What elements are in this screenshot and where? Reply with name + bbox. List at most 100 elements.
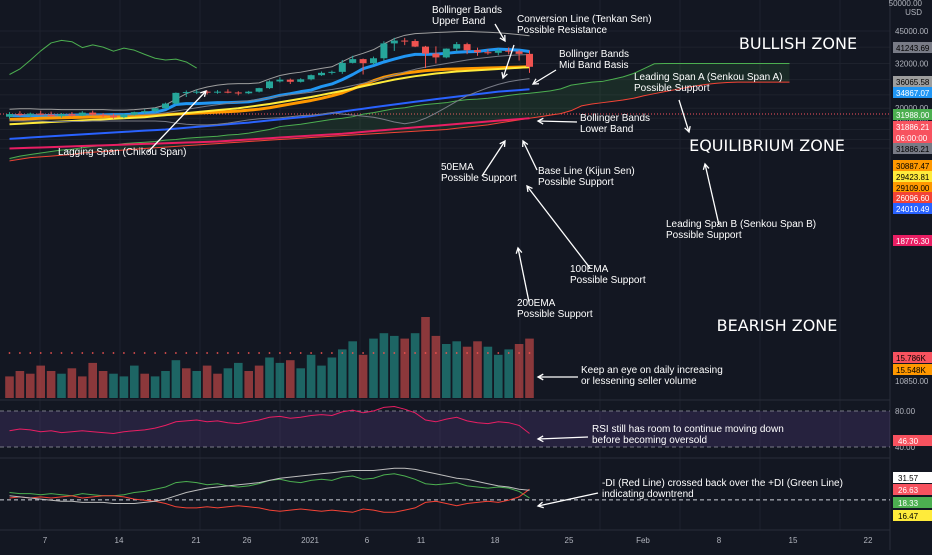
volume-bar <box>109 373 118 398</box>
volume-badge-text: 15.786K <box>896 354 926 363</box>
volume-bar <box>254 365 264 398</box>
volume-ma-dot <box>60 352 63 354</box>
volume-bar <box>514 344 524 398</box>
annotation-arrowhead <box>501 71 508 80</box>
annotation-arrowhead <box>522 139 529 148</box>
series-base-line-kijun-sen- <box>9 65 530 121</box>
volume-bar <box>452 341 461 398</box>
price-badge-text: 30887.47 <box>896 162 930 171</box>
cloud-fill <box>9 63 790 161</box>
series-bollinger-bands-mid-band-basis <box>9 54 530 116</box>
price-badge-text: 29109.00 <box>896 184 930 193</box>
volume-ma-dot <box>497 352 500 354</box>
volume-bar <box>130 365 139 398</box>
annotation-bb-mid: Mid Band Basis <box>559 60 628 71</box>
annotation-span-a: Leading Span A (Senkou Span A) <box>634 72 782 83</box>
price-badge <box>893 203 932 214</box>
candle-body <box>494 50 502 53</box>
price-labels: 41243.69 36065.58 34867.07 31988.00 31886.21… <box>893 42 932 521</box>
volume-bar <box>327 357 337 398</box>
series-lagging-span-chikou-span- <box>9 39 197 75</box>
volume-bar <box>494 354 503 398</box>
time-axis[interactable]: 7 14 21 26 2021 6 11 18 25 Feb 8 15 22 <box>43 536 873 545</box>
rsi-badge <box>893 435 932 446</box>
volume-bar <box>421 317 430 398</box>
candle-body <box>515 51 523 54</box>
volume-bar <box>317 365 326 398</box>
volume-ma-dot <box>8 352 11 354</box>
annotation-arrowhead <box>536 117 544 125</box>
volume-ma-dot <box>507 352 510 354</box>
candle-body <box>255 88 263 92</box>
volume-bar <box>275 362 285 398</box>
volume-bar <box>483 346 493 398</box>
annotation-arrow <box>704 163 720 226</box>
candle-body <box>245 91 253 94</box>
candle-body <box>463 44 471 51</box>
volume-ma-dot <box>435 352 437 354</box>
time-tick: 8 <box>717 536 722 545</box>
volume-ma-dot <box>424 352 427 354</box>
candle-body <box>453 44 461 49</box>
candle-body <box>68 114 76 116</box>
candle-body <box>89 112 97 115</box>
annotation-rsi: RSI still has room to continue moving do… <box>592 424 784 435</box>
volume-ma-dot <box>175 352 177 354</box>
candlesticks[interactable] <box>6 37 533 119</box>
time-tick: Feb <box>636 536 650 545</box>
annotation-span-a: Possible Support <box>634 83 710 94</box>
volume-bar <box>400 338 409 398</box>
annotation-ema200: 200EMA <box>517 298 556 309</box>
candle-body <box>58 114 65 117</box>
volume-ma-dot <box>466 352 468 354</box>
volume-ma-dot <box>258 352 260 354</box>
volume-ma-dot <box>247 352 250 354</box>
volume-bar <box>473 341 482 398</box>
volume-bar <box>348 341 357 398</box>
volume-ma-dot <box>50 352 52 354</box>
volume-bar <box>234 362 243 398</box>
volume-bar <box>119 376 129 398</box>
price-badge-text: 34867.07 <box>896 89 930 98</box>
annotation-arrowhead <box>515 246 523 254</box>
volume-badge-text: 15.548K <box>896 366 926 375</box>
candle-body <box>359 59 367 64</box>
candle-body <box>276 79 284 82</box>
adx-line <box>9 467 530 504</box>
candle-body <box>151 108 159 112</box>
candle-body <box>120 114 128 118</box>
volume-bar <box>192 371 201 398</box>
candle-body <box>266 81 273 89</box>
volume-bar <box>171 360 181 398</box>
volume-bar <box>5 376 14 398</box>
candle-body <box>526 53 533 67</box>
volume-bar <box>15 371 25 398</box>
volume-bar <box>78 376 87 398</box>
volume-bar <box>286 360 295 398</box>
volume-ma-dot <box>487 352 489 354</box>
annotation-arrowhead <box>536 501 544 509</box>
price-badge-text: 31886.21 <box>896 123 930 132</box>
candle-body <box>307 75 315 80</box>
candle-body <box>224 91 232 93</box>
annotation-ema50: Possible Support <box>441 173 517 184</box>
price-badge <box>893 235 932 246</box>
time-tick: 15 <box>789 536 798 545</box>
dmi-pane <box>0 467 890 513</box>
volume-bar <box>88 362 97 398</box>
price-badge <box>893 121 932 132</box>
zone-bullish: BULLISH ZONE <box>739 34 857 53</box>
annotation-span-b: Possible Support <box>666 230 742 241</box>
volume-ma-dot <box>227 352 229 354</box>
rsi-tick: 40.00 <box>895 443 916 452</box>
volume-ma-dot <box>445 352 448 354</box>
axis-unit: USD <box>905 8 922 17</box>
candle-body <box>442 48 450 58</box>
candle-body <box>110 115 117 118</box>
volume-bar <box>306 354 316 398</box>
volume-bar <box>150 376 160 398</box>
volume-ma-dot <box>331 352 333 354</box>
price-badge-text: 36065.58 <box>896 78 930 87</box>
